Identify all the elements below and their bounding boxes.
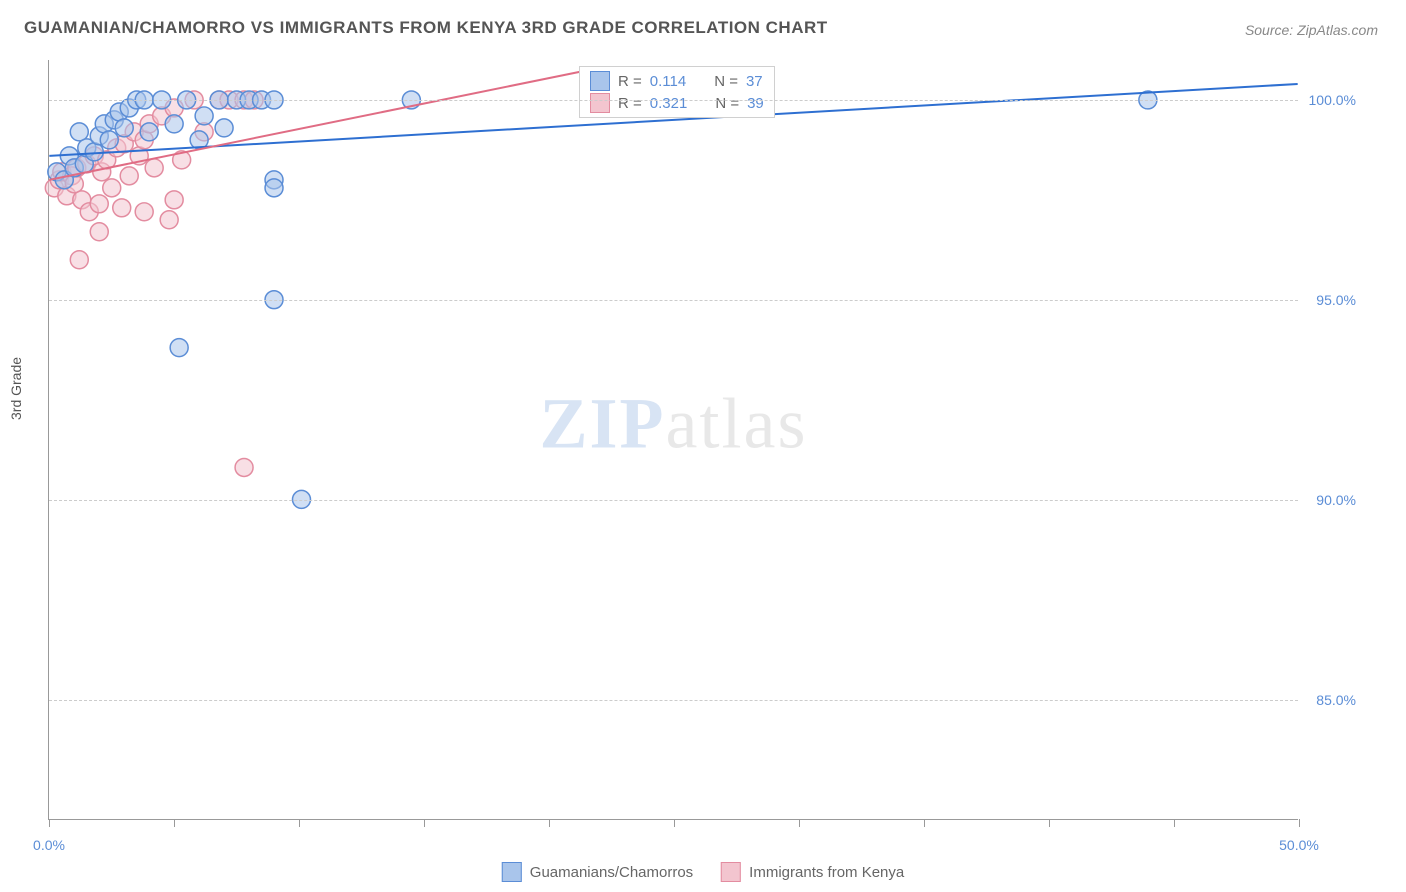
xtick (924, 819, 925, 827)
xtick (674, 819, 675, 827)
source-label: Source: (1245, 22, 1297, 38)
scatter-point (140, 123, 158, 141)
correlation-legend: R = 0.114 N = 37 R = 0.321 N = 39 (579, 66, 775, 118)
gridline-h (49, 500, 1298, 501)
series-legend-label: Immigrants from Kenya (749, 864, 904, 881)
y-axis-label: 3rd Grade (8, 357, 24, 420)
ytick-label: 95.0% (1316, 292, 1356, 308)
chart-svg (49, 60, 1298, 819)
legend-r-label: R = (618, 73, 642, 90)
scatter-point (165, 191, 183, 209)
legend-r-value: 0.321 (650, 95, 688, 112)
xtick (1049, 819, 1050, 827)
ytick-label: 90.0% (1316, 492, 1356, 508)
scatter-point (115, 119, 133, 137)
scatter-point (113, 199, 131, 217)
legend-n-value: 39 (747, 95, 764, 112)
scatter-point (215, 119, 233, 137)
legend-row: R = 0.114 N = 37 (590, 71, 764, 91)
scatter-point (195, 107, 213, 125)
gridline-h (49, 700, 1298, 701)
scatter-point (235, 458, 253, 476)
legend-swatch (502, 862, 522, 882)
xtick (549, 819, 550, 827)
xtick (299, 819, 300, 827)
series-legend: Guamanians/Chamorros Immigrants from Keny… (502, 862, 904, 882)
scatter-point (70, 251, 88, 269)
scatter-point (135, 203, 153, 221)
legend-swatch (590, 71, 610, 91)
legend-r-value: 0.114 (650, 73, 686, 90)
scatter-point (85, 143, 103, 161)
legend-swatch (590, 93, 610, 113)
scatter-point (70, 123, 88, 141)
scatter-point (90, 223, 108, 241)
xtick (174, 819, 175, 827)
source-attribution: Source: ZipAtlas.com (1245, 22, 1378, 38)
chart-plot-area: ZIPatlas R = 0.114N = 37R = 0.321N = 39 … (48, 60, 1298, 820)
xtick (1174, 819, 1175, 827)
scatter-point (160, 211, 178, 229)
xtick (424, 819, 425, 827)
xtick-label: 0.0% (33, 837, 65, 853)
xtick (799, 819, 800, 827)
xtick (49, 819, 50, 827)
scatter-point (165, 115, 183, 133)
series-legend-item: Immigrants from Kenya (721, 862, 904, 882)
gridline-h (49, 300, 1298, 301)
gridline-h (49, 100, 1298, 101)
scatter-point (103, 179, 121, 197)
scatter-point (120, 167, 138, 185)
legend-swatch (721, 862, 741, 882)
legend-n-value: 37 (746, 73, 763, 90)
chart-title: GUAMANIAN/CHAMORRO VS IMMIGRANTS FROM KE… (24, 18, 828, 38)
series-legend-label: Guamanians/Chamorros (530, 864, 693, 881)
scatter-point (145, 159, 163, 177)
scatter-point (265, 179, 283, 197)
xtick-label: 50.0% (1279, 837, 1319, 853)
legend-r-label: R = (618, 95, 642, 112)
ytick-label: 85.0% (1316, 692, 1356, 708)
scatter-point (170, 339, 188, 357)
xtick (1299, 819, 1300, 827)
ytick-label: 100.0% (1309, 92, 1356, 108)
series-legend-item: Guamanians/Chamorros (502, 862, 693, 882)
legend-row: R = 0.321 N = 39 (590, 93, 764, 113)
scatter-point (90, 195, 108, 213)
source-value: ZipAtlas.com (1297, 22, 1378, 38)
legend-n-label: N = (714, 73, 738, 90)
legend-n-label: N = (715, 95, 739, 112)
scatter-point (100, 131, 118, 149)
